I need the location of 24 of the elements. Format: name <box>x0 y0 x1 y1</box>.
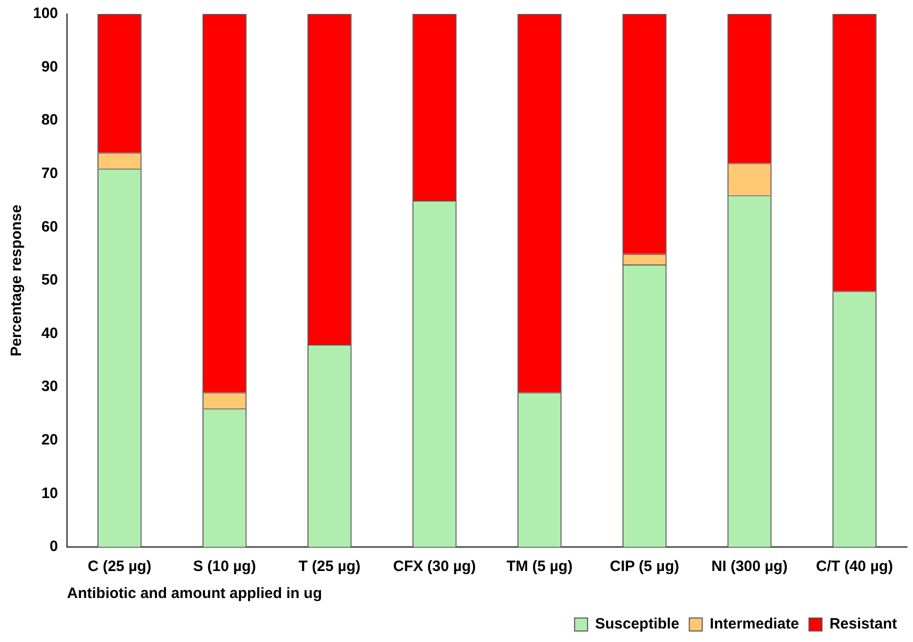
y-tick-label: 10 <box>41 484 58 502</box>
x-tick-label: CIP (5 µg) <box>610 558 680 576</box>
y-tick-label: 40 <box>41 324 58 342</box>
x-tick-label: CFX (30 µg) <box>393 558 476 576</box>
legend-label: Resistant <box>829 616 898 633</box>
y-tick-label: 60 <box>41 218 58 236</box>
y-tick-label: 30 <box>41 378 58 396</box>
x-tick-label: C/T (40 µg) <box>816 558 893 576</box>
y-tick-label: 80 <box>41 112 58 129</box>
y-tick-label: 70 <box>41 165 58 182</box>
legend-label: Intermediate <box>710 616 799 633</box>
x-tick-label: S (10 µg) <box>193 558 256 576</box>
x-tick-label: NI (300 µg) <box>711 558 788 576</box>
y-tick-label: 100 <box>32 5 58 22</box>
x-tick-label: C (25 µg) <box>88 558 152 576</box>
y-tick-label: 20 <box>41 432 58 449</box>
y-tick-label: 0 <box>50 538 58 556</box>
legend-label: Susceptible <box>595 616 680 633</box>
y-tick-label: 50 <box>41 272 58 289</box>
x-tick-label: T (25 µg) <box>298 558 361 576</box>
y-axis-title: Percentage response <box>8 204 26 356</box>
x-tick-label: TM (5 µg) <box>506 558 573 576</box>
x-axis-title: Antibiotic and amount applied in ug <box>67 585 322 602</box>
y-tick-label: 90 <box>41 58 58 76</box>
